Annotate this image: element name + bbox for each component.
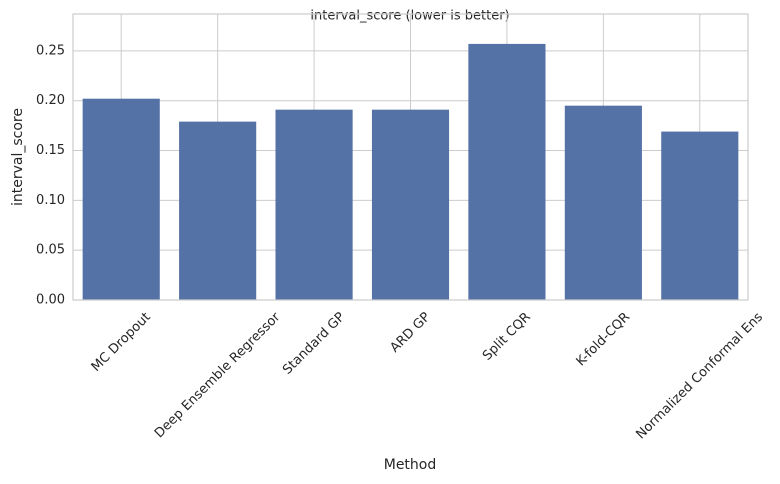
y-axis-label: interval_score — [10, 108, 26, 206]
bar — [661, 131, 739, 300]
x-axis-label: Method — [384, 457, 437, 473]
x-tick-label: Standard GP — [280, 310, 348, 378]
y-tick-label: 0.05 — [36, 243, 65, 258]
bar — [468, 43, 546, 300]
x-tick-label: MC Dropout — [89, 310, 154, 375]
x-tick-label: Normalized Conformal Ens — [634, 310, 767, 443]
bar — [564, 105, 642, 300]
x-tick-label: K-fold-CQR — [574, 310, 634, 370]
y-tick-label: 0.10 — [36, 193, 65, 208]
bar — [82, 98, 160, 301]
y-tick-label: 0.25 — [36, 43, 65, 58]
x-tick-label: ARD GP — [388, 310, 434, 356]
bar — [179, 121, 257, 301]
y-tick-label: 0.15 — [36, 143, 65, 158]
y-tick-label: 0.00 — [36, 293, 65, 308]
x-tick-label: Deep Ensemble Regressor — [152, 309, 284, 441]
x-tick-label: Split CQR — [480, 310, 534, 364]
y-tick-label: 0.20 — [36, 93, 65, 108]
bar — [371, 109, 450, 301]
bar — [275, 109, 353, 301]
plot-frame — [72, 13, 749, 301]
